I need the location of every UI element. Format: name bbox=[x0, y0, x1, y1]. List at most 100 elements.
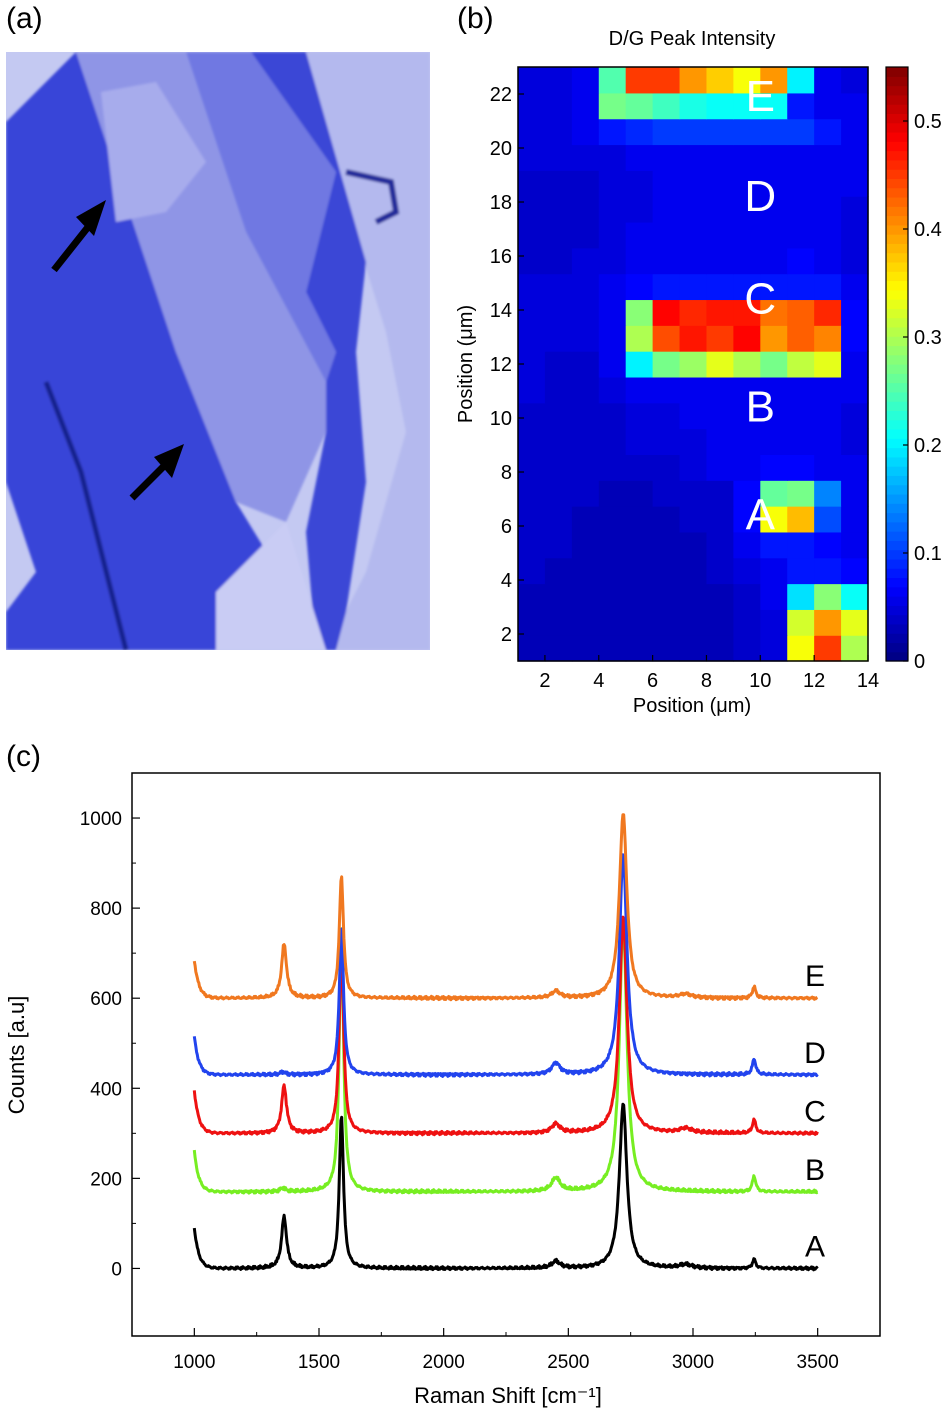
heatmap-cell bbox=[733, 531, 761, 559]
heatmap-cell bbox=[733, 273, 761, 301]
heatmap-cell bbox=[733, 428, 761, 455]
spectrum-label: D bbox=[804, 1037, 826, 1070]
heatmap-cell bbox=[571, 247, 600, 275]
heatmap-cell bbox=[787, 402, 815, 430]
colorbar-segment bbox=[886, 586, 908, 597]
colorbar-segment bbox=[886, 280, 908, 291]
heatmap-cell bbox=[706, 67, 734, 94]
spectrum-line-E bbox=[192, 813, 819, 1002]
heatmap-cell bbox=[760, 247, 788, 275]
heatmap-cell bbox=[625, 506, 654, 533]
heatmap-cell bbox=[706, 299, 734, 326]
heatmap-cell bbox=[733, 376, 761, 404]
region-label: A bbox=[746, 491, 776, 540]
heatmap-cell bbox=[625, 144, 654, 171]
colorbar-segment bbox=[886, 512, 908, 523]
heatmap-cell bbox=[787, 506, 815, 533]
heatmap-cell bbox=[706, 583, 734, 610]
heatmap-cell bbox=[733, 92, 761, 120]
heatmap-cell bbox=[544, 428, 573, 455]
heatmap-cell bbox=[571, 67, 600, 94]
heatmap-cell bbox=[679, 609, 708, 636]
colorbar-segment bbox=[886, 187, 908, 198]
heatmap-cell bbox=[760, 428, 788, 455]
colorbar-segment bbox=[886, 169, 908, 179]
heatmap-cell bbox=[841, 583, 869, 610]
heatmap-cell bbox=[679, 247, 708, 275]
heatmap-cell bbox=[598, 635, 627, 662]
heatmap-x-tick-label: 12 bbox=[803, 670, 825, 692]
heatmap-cell bbox=[598, 92, 627, 120]
region-label: E bbox=[746, 72, 775, 121]
colorbar-segment bbox=[886, 85, 908, 96]
heatmap-y-tick-label: 10 bbox=[490, 408, 512, 430]
colorbar-segment bbox=[886, 354, 908, 365]
heatmap-cell bbox=[733, 144, 761, 171]
colorbar-segment bbox=[886, 224, 908, 235]
heatmap-cell bbox=[625, 196, 654, 223]
colorbar-segment bbox=[886, 596, 908, 606]
heatmap-cell bbox=[814, 273, 842, 301]
spectra-x-ticks: 1000 1500 2000 2500 3000 3500 bbox=[173, 1328, 839, 1373]
heatmap-cell bbox=[679, 402, 708, 430]
heatmap-cell bbox=[787, 480, 815, 507]
heatmap-x-tick-label: 6 bbox=[647, 670, 658, 692]
region-labels: E D C B A bbox=[744, 72, 776, 540]
heatmap-cell bbox=[814, 376, 842, 404]
colorbar-segment bbox=[886, 336, 908, 347]
heatmap-cell bbox=[733, 506, 761, 533]
heatmap-cell bbox=[571, 531, 600, 559]
region-label: C bbox=[744, 275, 776, 324]
flake-upper-wedge bbox=[101, 82, 206, 222]
colorbar-segment bbox=[886, 345, 908, 356]
heatmap-cell bbox=[518, 635, 546, 662]
heatmap-cell bbox=[571, 273, 600, 301]
heatmap-cells bbox=[518, 67, 869, 662]
heatmap-cell bbox=[571, 635, 600, 662]
colorbar-segment bbox=[886, 76, 908, 87]
heatmap-cell bbox=[733, 557, 761, 585]
heatmap-cell bbox=[679, 480, 708, 507]
colorbar-segment bbox=[886, 568, 908, 579]
heatmap-cell bbox=[787, 144, 815, 171]
heatmap-cell bbox=[787, 67, 815, 94]
colorbar-segment bbox=[886, 531, 908, 541]
heatmap-cell bbox=[814, 557, 842, 585]
heatmap-cell bbox=[598, 557, 627, 585]
heatmap-cell bbox=[625, 118, 654, 146]
heatmap-cell bbox=[652, 221, 681, 249]
heatmap-cell bbox=[814, 635, 842, 662]
heatmap-cell bbox=[706, 402, 734, 430]
heatmap-cell bbox=[679, 506, 708, 533]
heatmap-cell bbox=[814, 402, 842, 430]
heatmap-cell bbox=[625, 635, 654, 662]
heatmap-cell bbox=[733, 67, 761, 94]
heatmap-y-tick-label: 4 bbox=[501, 570, 512, 592]
heatmap-cell bbox=[814, 221, 842, 249]
colorbar-segment bbox=[886, 401, 908, 412]
heatmap-cell bbox=[706, 273, 734, 301]
heatmap-cell bbox=[787, 92, 815, 120]
heatmap-cell bbox=[625, 299, 654, 326]
heatmap-cell bbox=[706, 609, 734, 636]
heatmap-cell bbox=[544, 247, 573, 275]
colorbar-segment bbox=[886, 317, 908, 328]
heatmap-cell bbox=[652, 583, 681, 610]
heatmap-cell bbox=[814, 583, 842, 610]
heatmap-cell bbox=[571, 118, 600, 146]
heatmap-cell bbox=[841, 609, 869, 636]
heatmap-cell bbox=[544, 583, 573, 610]
heatmap-cell bbox=[787, 376, 815, 404]
heatmap-cell bbox=[652, 402, 681, 430]
heatmap-cell bbox=[814, 196, 842, 223]
heatmap-cell bbox=[625, 351, 654, 378]
heatmap-cell bbox=[760, 118, 788, 146]
heatmap-cell bbox=[598, 480, 627, 507]
heatmap-cell bbox=[679, 635, 708, 662]
colorbar-segment bbox=[886, 326, 908, 337]
heatmap-cell bbox=[518, 609, 546, 636]
heatmap-cell bbox=[518, 506, 546, 533]
spectra-y-tick-label: 600 bbox=[90, 989, 122, 1010]
heatmap-cell bbox=[571, 454, 600, 481]
heatmap-cell bbox=[518, 480, 546, 507]
